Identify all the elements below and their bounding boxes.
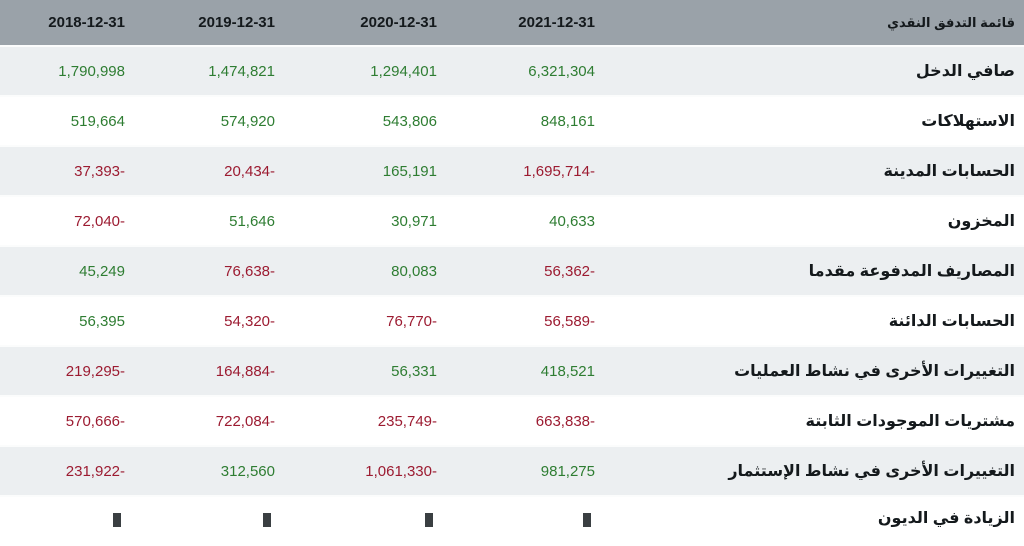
value-cell: 231,922- xyxy=(0,446,125,497)
value-cell: 37,393- xyxy=(0,146,125,197)
value-cell: 1,061,330- xyxy=(275,446,437,497)
table-row-partial: الزيادة في الديون xyxy=(0,496,1024,546)
row-label: الحسابات الدائنة xyxy=(595,296,1024,347)
clipped-digits xyxy=(113,513,121,527)
value-cell: 235,749- xyxy=(275,396,437,447)
row-label: التغييرات الأخرى في نشاط الإستثمار xyxy=(595,446,1024,497)
row-label-partial: الزيادة في الديون xyxy=(595,496,1024,546)
value-cell: 981,275 xyxy=(437,446,595,497)
value-cell: 72,040- xyxy=(0,196,125,247)
value-cell: 1,474,821 xyxy=(125,46,275,97)
value-cell-clipped xyxy=(275,496,437,546)
value-cell: 40,633 xyxy=(437,196,595,247)
column-header-2018: 2018-12-31 xyxy=(0,0,125,47)
value-cell: 51,646 xyxy=(125,196,275,247)
row-label: الاستهلاكات xyxy=(595,96,1024,147)
value-cell: 663,838- xyxy=(437,396,595,447)
value-cell: 76,770- xyxy=(275,296,437,347)
column-header-2020: 2020-12-31 xyxy=(275,0,437,47)
value-cell: 1,695,714- xyxy=(437,146,595,197)
value-cell: 543,806 xyxy=(275,96,437,147)
partial-row-body: الزيادة في الديون xyxy=(0,496,1024,546)
value-cell: 56,395 xyxy=(0,296,125,347)
table-row: 231,922- 312,560 1,061,330- 981,275 التغييرا… xyxy=(0,446,1024,497)
clipped-digits xyxy=(583,513,591,527)
value-cell-clipped xyxy=(437,496,595,546)
table-row: 570,666- 722,084- 235,749- 663,838- مشتريات … xyxy=(0,396,1024,447)
row-label: صافي الدخل xyxy=(595,46,1024,97)
value-cell: 56,589- xyxy=(437,296,595,347)
clipped-digits xyxy=(425,513,433,527)
value-cell: 6,321,304 xyxy=(437,46,595,97)
value-cell-clipped xyxy=(125,496,275,546)
value-cell: 80,083 xyxy=(275,246,437,297)
table-row: 72,040- 51,646 30,971 40,633 المخزون xyxy=(0,196,1024,247)
value-cell-clipped xyxy=(0,496,125,546)
row-label: المخزون xyxy=(595,196,1024,247)
value-cell: 722,084- xyxy=(125,396,275,447)
value-cell: 20,434- xyxy=(125,146,275,197)
value-cell: 1,790,998 xyxy=(0,46,125,97)
statement-title: قائمة التدفق النقدي xyxy=(595,0,1024,47)
table-row: 1,790,998 1,474,821 1,294,401 6,321,304 صافي… xyxy=(0,46,1024,97)
table-header: 2018-12-31 2019-12-31 2020-12-31 2021-12… xyxy=(0,0,1024,47)
clipped-digits xyxy=(263,513,271,527)
value-cell: 54,320- xyxy=(125,296,275,347)
value-cell: 219,295- xyxy=(0,346,125,397)
value-cell: 56,331 xyxy=(275,346,437,397)
row-label: التغييرات الأخرى في نشاط العمليات xyxy=(595,346,1024,397)
row-label: المصاريف المدفوعة مقدما xyxy=(595,246,1024,297)
value-cell: 418,521 xyxy=(437,346,595,397)
column-header-2021: 2021-12-31 xyxy=(437,0,595,47)
value-cell: 1,294,401 xyxy=(275,46,437,97)
value-cell: 165,191 xyxy=(275,146,437,197)
column-header-2019: 2019-12-31 xyxy=(125,0,275,47)
row-label: الحسابات المدينة xyxy=(595,146,1024,197)
table-row: 219,295- 164,884- 56,331 418,521 التغييرات ا… xyxy=(0,346,1024,397)
value-cell: 848,161 xyxy=(437,96,595,147)
value-cell: 56,362- xyxy=(437,246,595,297)
value-cell: 45,249 xyxy=(0,246,125,297)
table-row: 56,395 54,320- 76,770- 56,589- الحسابات الدا… xyxy=(0,296,1024,347)
table-body: 1,790,998 1,474,821 1,294,401 6,321,304 صافي… xyxy=(0,46,1024,497)
value-cell: 570,666- xyxy=(0,396,125,447)
header-row: 2018-12-31 2019-12-31 2020-12-31 2021-12… xyxy=(0,0,1024,47)
value-cell: 164,884- xyxy=(125,346,275,397)
value-cell: 30,971 xyxy=(275,196,437,247)
value-cell: 519,664 xyxy=(0,96,125,147)
table-row: 45,249 76,638- 80,083 56,362- المصاريف المدف… xyxy=(0,246,1024,297)
value-cell: 76,638- xyxy=(125,246,275,297)
table-row: 519,664 574,920 543,806 848,161 الاستهلاكات xyxy=(0,96,1024,147)
table-row: 37,393- 20,434- 165,191 1,695,714- الحسابات … xyxy=(0,146,1024,197)
value-cell: 312,560 xyxy=(125,446,275,497)
value-cell: 574,920 xyxy=(125,96,275,147)
row-label: مشتريات الموجودات الثابتة xyxy=(595,396,1024,447)
